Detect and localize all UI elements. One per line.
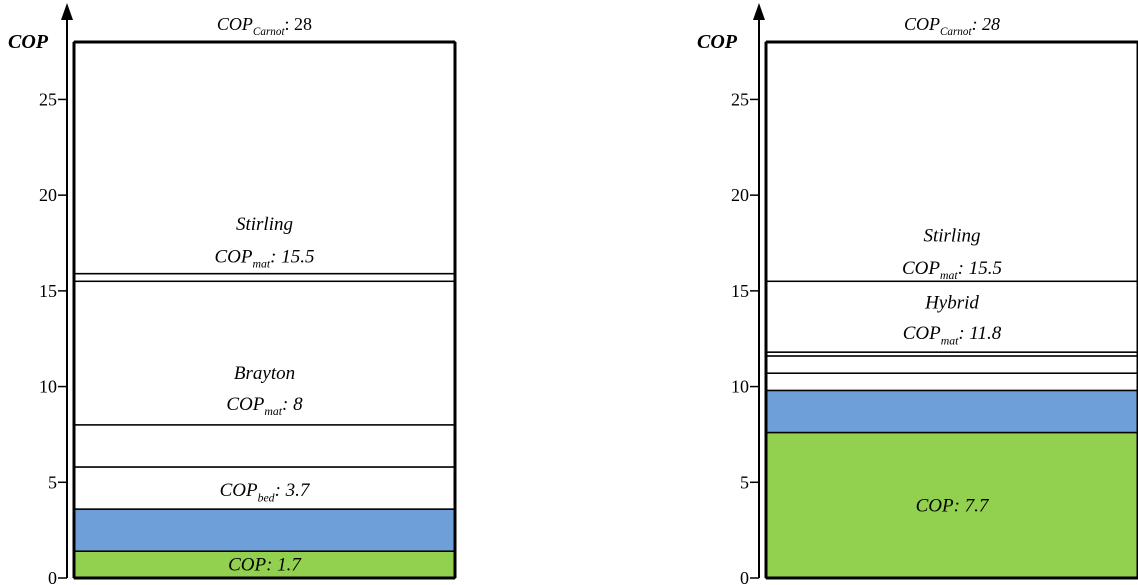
band-label-1: COP: 1.7	[228, 555, 302, 576]
y-tick-label: 5	[740, 472, 749, 492]
band-2-7	[765, 41, 1138, 283]
band-2-6	[765, 280, 1138, 353]
y-tick-label: 25	[731, 89, 749, 109]
y-tick-label: 0	[48, 568, 57, 585]
y-tick-label: 0	[740, 568, 749, 585]
y-axis-arrow-icon	[61, 3, 73, 20]
band-label-2: Hybrid	[924, 292, 979, 313]
band-label-2: COPbed: 3.7	[220, 480, 311, 504]
band-label-3: COPmat: 11.8	[903, 323, 1002, 347]
cop-panel-1: COP 0 5 10 15 20 25 COPCarnot: 28 COP: 1.7 COPbed…	[8, 3, 457, 585]
carnot-label: COPCarnot: 28	[217, 14, 312, 38]
band-label-1: COP: 7.7	[916, 495, 990, 516]
band-2-3	[765, 372, 1138, 392]
y-tick-label: 20	[731, 185, 749, 205]
band-1-5	[73, 280, 456, 426]
y-axis-label: COP	[697, 31, 738, 53]
band-1-7	[73, 41, 456, 275]
band-label-5: COPmat: 15.5	[902, 258, 1002, 282]
band-1-6	[73, 272, 456, 283]
band-2-2	[765, 389, 1138, 434]
y-tick-label: 25	[39, 89, 57, 109]
band-label-4: Stirling	[923, 225, 980, 246]
band-1-3	[73, 466, 456, 510]
cop-panel-2: COP 0 5 10 15 20 25 COPCarnot: 28 COP: 7.7 Hybrid…	[697, 3, 1138, 585]
band-2-4	[765, 355, 1138, 374]
y-axis-arrow-icon	[753, 3, 765, 20]
band-1-2	[73, 508, 456, 552]
y-tick-label: 10	[39, 377, 57, 397]
band-label-6: COPmat: 15.5	[215, 246, 315, 270]
y-axis-label: COP	[8, 31, 49, 53]
y-tick-label: 15	[731, 281, 749, 301]
band-label-5: Stirling	[236, 214, 293, 235]
y-tick-label: 5	[48, 472, 57, 492]
y-tick-label: 10	[731, 377, 749, 397]
band-1-4	[73, 424, 456, 468]
band-label-4: COPmat: 8	[226, 394, 303, 418]
y-tick-label: 15	[39, 281, 57, 301]
y-tick-label: 20	[39, 185, 57, 205]
carnot-label: COPCarnot: 28	[904, 14, 1000, 38]
band-label-3: Brayton	[234, 363, 295, 384]
